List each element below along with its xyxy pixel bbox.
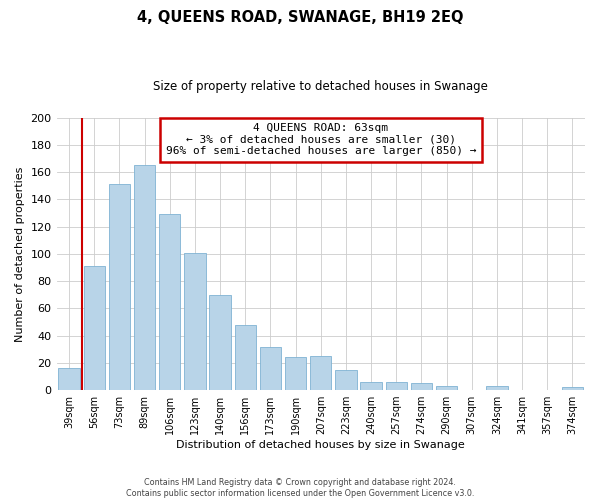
Bar [184,252,206,390]
Bar [361,382,382,390]
Bar [159,214,181,390]
Bar [134,166,155,390]
Y-axis label: Number of detached properties: Number of detached properties [15,166,25,342]
Bar [109,184,130,390]
Bar [486,386,508,390]
Bar [436,386,457,390]
Bar [209,295,231,390]
Title: Size of property relative to detached houses in Swanage: Size of property relative to detached ho… [154,80,488,93]
Bar [235,324,256,390]
Bar [58,368,80,390]
Bar [310,356,331,390]
Text: 4 QUEENS ROAD: 63sqm
← 3% of detached houses are smaller (30)
96% of semi-detach: 4 QUEENS ROAD: 63sqm ← 3% of detached ho… [166,123,476,156]
Bar [562,388,583,390]
Bar [83,266,105,390]
Text: Contains HM Land Registry data © Crown copyright and database right 2024.
Contai: Contains HM Land Registry data © Crown c… [126,478,474,498]
Text: 4, QUEENS ROAD, SWANAGE, BH19 2EQ: 4, QUEENS ROAD, SWANAGE, BH19 2EQ [137,10,463,25]
Bar [335,370,356,390]
Bar [260,346,281,390]
Bar [386,382,407,390]
Bar [411,384,432,390]
Bar [285,358,307,390]
X-axis label: Distribution of detached houses by size in Swanage: Distribution of detached houses by size … [176,440,465,450]
